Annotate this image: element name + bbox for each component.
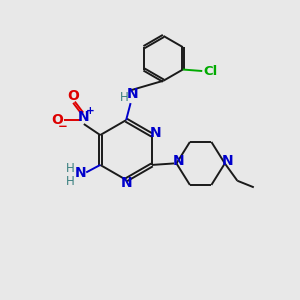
Text: O: O bbox=[68, 89, 79, 103]
Text: N: N bbox=[150, 126, 161, 140]
Text: N: N bbox=[74, 166, 86, 180]
Text: O: O bbox=[51, 112, 63, 127]
Text: −: − bbox=[57, 120, 67, 133]
Text: H: H bbox=[120, 91, 128, 104]
Text: N: N bbox=[78, 110, 90, 124]
Text: H: H bbox=[66, 175, 75, 188]
Text: H: H bbox=[66, 162, 75, 175]
Text: N: N bbox=[222, 154, 234, 168]
Text: Cl: Cl bbox=[203, 64, 218, 77]
Text: +: + bbox=[86, 106, 95, 116]
Text: N: N bbox=[173, 154, 185, 168]
Text: N: N bbox=[120, 176, 132, 190]
Text: N: N bbox=[126, 87, 138, 100]
